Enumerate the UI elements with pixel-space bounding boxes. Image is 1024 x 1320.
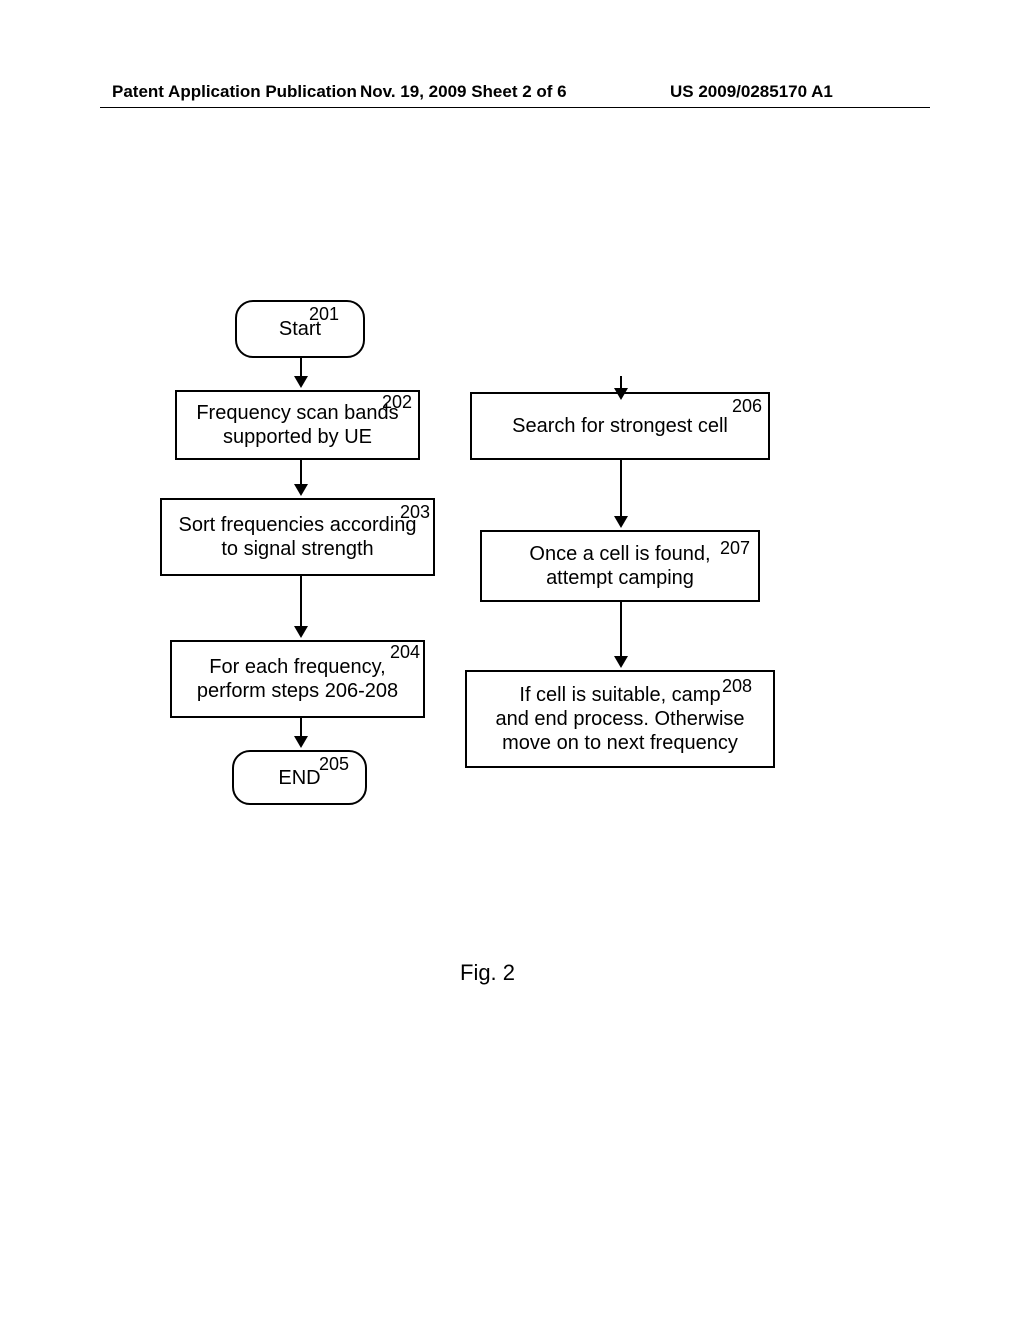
flow-node-204: For each frequency,perform steps 206-208… <box>170 640 425 718</box>
header-publication: Patent Application Publication <box>112 82 357 102</box>
flow-arrow-line <box>300 576 302 628</box>
flow-arrow-head <box>614 388 628 400</box>
flow-node-text: Sort frequencies accordingto signal stre… <box>179 513 417 561</box>
flow-node-text: For each frequency,perform steps 206-208 <box>197 655 398 703</box>
flow-node-number: 204 <box>390 642 420 664</box>
flow-node-number: 206 <box>732 396 762 418</box>
flow-node-number: 202 <box>382 392 412 414</box>
header-app-number: US 2009/0285170 A1 <box>670 82 833 102</box>
flow-node-text: Frequency scan bandssupported by UE <box>196 401 398 449</box>
flow-arrow-head <box>294 376 308 388</box>
flow-arrow-head <box>614 516 628 528</box>
flow-arrow-head <box>294 484 308 496</box>
page: Patent Application Publication Nov. 19, … <box>0 0 1024 1320</box>
flow-arrow-line <box>620 460 622 518</box>
figure-caption: Fig. 2 <box>460 960 515 986</box>
flow-node-number: 207 <box>720 538 750 560</box>
flow-node-206: Search for strongest cell206 <box>470 392 770 460</box>
flow-node-201: Start201 <box>235 300 365 358</box>
flow-node-text: END <box>278 766 320 790</box>
flow-node-number: 203 <box>400 502 430 524</box>
flow-node-number: 205 <box>319 754 349 776</box>
flow-node-207: Once a cell is found,attempt camping 207 <box>480 530 760 602</box>
flow-node-208: If cell is suitable, campand end process… <box>465 670 775 768</box>
flow-arrow-line <box>300 460 302 486</box>
header-rule <box>100 107 930 108</box>
flow-arrow-head <box>294 626 308 638</box>
flow-node-text: Once a cell is found,attempt camping <box>529 542 710 590</box>
flow-arrow-line <box>300 358 302 378</box>
flow-node-number: 208 <box>722 676 752 698</box>
flow-arrow-line <box>620 602 622 658</box>
flow-arrow-head <box>294 736 308 748</box>
header-date-sheet: Nov. 19, 2009 Sheet 2 of 6 <box>360 82 567 102</box>
flow-node-text: If cell is suitable, campand end process… <box>495 683 744 755</box>
flow-node-205: END205 <box>232 750 367 805</box>
flow-node-text: Search for strongest cell <box>512 414 728 438</box>
flow-arrow-head <box>614 656 628 668</box>
flow-node-number: 201 <box>309 304 339 326</box>
flow-node-203: Sort frequencies accordingto signal stre… <box>160 498 435 576</box>
flow-node-202: Frequency scan bandssupported by UE202 <box>175 390 420 460</box>
flow-arrow-line <box>300 718 302 738</box>
